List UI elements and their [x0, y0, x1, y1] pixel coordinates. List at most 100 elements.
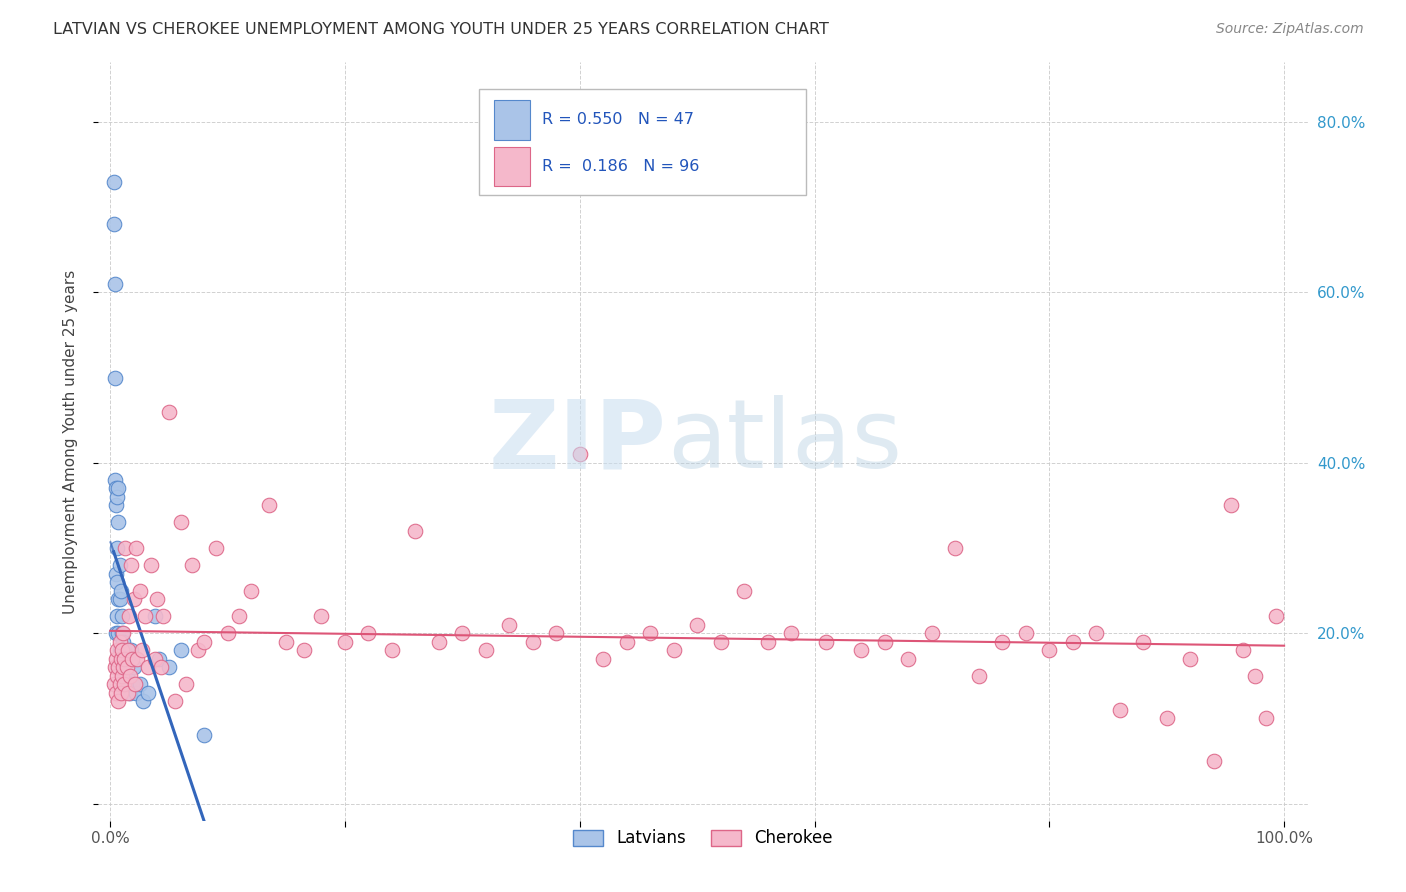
Point [127, 652, 149, 666]
Point [111, 669, 134, 683]
Point [125, 686, 148, 700]
Point [780, 626, 803, 640]
Point [107, 660, 129, 674]
Text: ZIP: ZIP [489, 395, 666, 488]
Point [427, 634, 450, 648]
Point [136, 660, 159, 674]
Point [193, 728, 215, 742]
Point [111, 626, 134, 640]
Text: atlas: atlas [666, 395, 901, 488]
Point [120, 669, 142, 683]
Point [108, 592, 131, 607]
Point [568, 447, 591, 461]
Point [125, 541, 148, 555]
Point [112, 652, 135, 666]
Point [1180, 652, 1202, 666]
FancyBboxPatch shape [479, 89, 806, 195]
Point [292, 643, 315, 657]
Point [169, 643, 191, 657]
Text: R =  0.186   N = 96: R = 0.186 N = 96 [543, 159, 700, 174]
Point [122, 592, 145, 607]
Point [945, 541, 967, 555]
Point [112, 669, 135, 683]
Point [104, 473, 127, 487]
Point [110, 583, 132, 598]
Point [112, 652, 135, 666]
Point [121, 677, 143, 691]
Point [105, 490, 128, 504]
Point [276, 634, 298, 648]
Point [149, 660, 172, 674]
Point [117, 652, 139, 666]
Point [120, 558, 142, 572]
Point [176, 677, 198, 691]
Point [105, 566, 128, 581]
Point [120, 643, 142, 657]
Point [107, 516, 129, 530]
Point [1232, 643, 1254, 657]
Point [112, 634, 135, 648]
Point [112, 643, 135, 657]
Point [257, 499, 280, 513]
Point [105, 609, 128, 624]
Point [686, 617, 709, 632]
Point [122, 660, 145, 674]
Point [103, 175, 125, 189]
Point [108, 677, 131, 691]
Point [1015, 626, 1038, 640]
Bar [494, 100, 530, 140]
Point [107, 660, 129, 674]
Point [546, 626, 568, 640]
Point [357, 626, 380, 640]
Bar [494, 146, 530, 186]
Point [169, 516, 191, 530]
Point [381, 643, 404, 657]
Point [897, 652, 920, 666]
Point [1202, 754, 1225, 768]
Point [118, 609, 141, 624]
Point [733, 583, 755, 598]
Point [131, 643, 153, 657]
Point [107, 592, 129, 607]
Point [104, 277, 127, 291]
Point [107, 482, 129, 496]
Point [105, 669, 128, 683]
Point [107, 694, 129, 708]
Point [105, 626, 128, 640]
Point [105, 643, 128, 657]
Point [124, 677, 146, 691]
Point [103, 217, 125, 231]
Point [1156, 711, 1178, 725]
Point [104, 660, 127, 674]
Text: LATVIAN VS CHEROKEE UNEMPLOYMENT AMONG YOUTH UNDER 25 YEARS CORRELATION CHART: LATVIAN VS CHEROKEE UNEMPLOYMENT AMONG Y… [53, 22, 830, 37]
Point [120, 686, 142, 700]
Point [311, 609, 333, 624]
Point [228, 609, 250, 624]
Point [108, 643, 131, 657]
Point [114, 660, 136, 674]
Point [143, 652, 166, 666]
Y-axis label: Unemployment Among Youth under 25 years: Unemployment Among Youth under 25 years [63, 269, 77, 614]
Text: Source: ZipAtlas.com: Source: ZipAtlas.com [1216, 22, 1364, 37]
Point [104, 370, 127, 384]
Point [105, 541, 128, 555]
Point [851, 643, 873, 657]
Point [1264, 609, 1286, 624]
Point [108, 634, 131, 648]
Point [111, 609, 134, 624]
Point [181, 558, 204, 572]
Point [105, 575, 128, 590]
Point [921, 626, 943, 640]
Point [163, 694, 186, 708]
Point [710, 634, 733, 648]
Point [662, 643, 685, 657]
Point [110, 652, 132, 666]
Point [815, 634, 838, 648]
Point [143, 609, 166, 624]
Point [132, 694, 155, 708]
Point [110, 643, 132, 657]
Point [592, 652, 614, 666]
Point [404, 524, 426, 538]
Point [157, 660, 180, 674]
Point [451, 626, 474, 640]
